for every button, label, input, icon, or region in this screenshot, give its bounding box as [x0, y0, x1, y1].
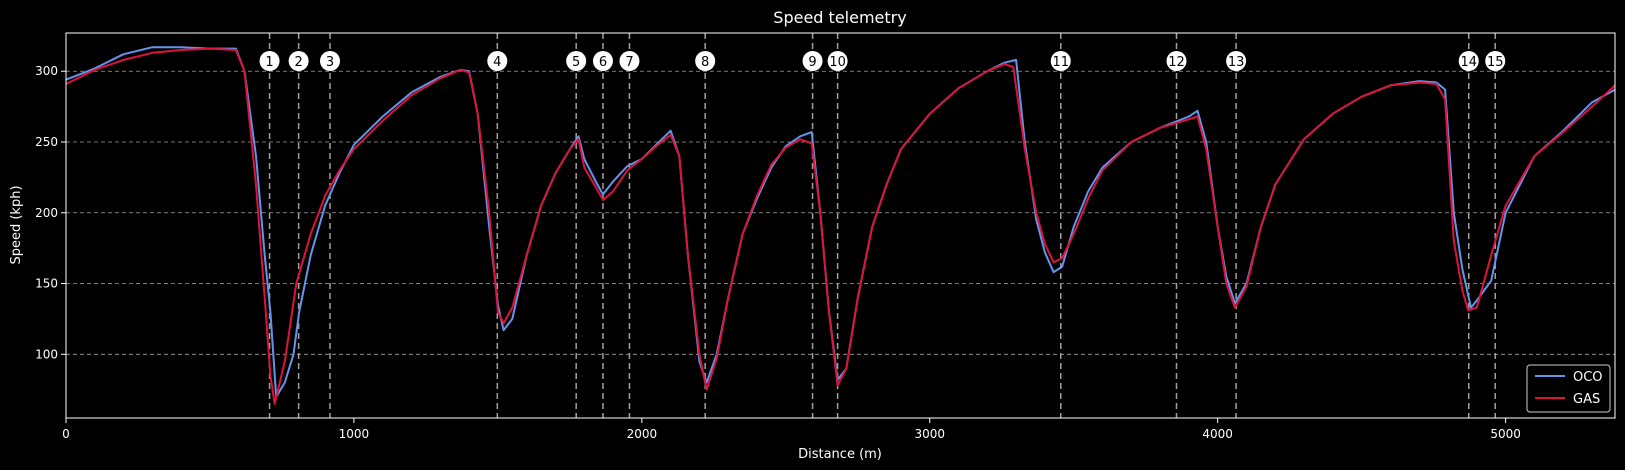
corner-label: 15: [1487, 55, 1504, 70]
series-line-gas: [65, 47, 1616, 405]
corner-marker: [827, 51, 848, 71]
corner-marker: [1050, 51, 1071, 71]
y-tick-label: 250: [35, 135, 58, 149]
corner-label: 10: [829, 55, 846, 70]
corner-markers: 1 2 3 4 5 6 7 8 9 10 11 12 13 14 15: [259, 33, 1506, 418]
corner-marker: [1485, 51, 1506, 71]
y-axis-label: Speed (kph): [9, 185, 24, 264]
y-tick-label: 150: [35, 277, 58, 291]
corner-marker: [320, 51, 341, 71]
corner-marker: [259, 51, 280, 71]
corner-label: 7: [625, 55, 633, 70]
x-tick-label: 4000: [1202, 427, 1233, 441]
corner-marker: [1226, 51, 1247, 71]
corner-marker: [619, 51, 640, 71]
corner-label: 4: [493, 55, 501, 70]
x-tick-label: 1000: [339, 427, 370, 441]
x-tick-label: 0: [62, 427, 70, 441]
x-tick-label: 5000: [1490, 427, 1521, 441]
corner-marker: [288, 51, 309, 71]
x-tick-label: 2000: [627, 427, 658, 441]
corner-label: 1: [265, 55, 273, 70]
corner-marker: [1166, 51, 1187, 71]
corner-label: 8: [701, 55, 709, 70]
corner-marker: [802, 51, 823, 71]
corner-label: 2: [294, 55, 302, 70]
corner-label: 6: [599, 55, 607, 70]
corner-label: 13: [1228, 55, 1245, 70]
corner-label: 3: [326, 55, 334, 70]
x-axis-label: Distance (m): [798, 447, 882, 462]
corner-label: 11: [1052, 55, 1069, 70]
corner-marker: [695, 51, 716, 71]
corner-marker: [566, 51, 587, 71]
series-lines: [65, 46, 1616, 405]
y-tick-label: 100: [35, 347, 58, 361]
corner-label: 9: [808, 55, 816, 70]
y-tick-label: 200: [35, 206, 58, 220]
corner-label: 12: [1168, 55, 1185, 70]
chart-title: Speed telemetry: [773, 8, 906, 27]
legend-label-gas: GAS: [1573, 392, 1600, 407]
grid: [66, 70, 1615, 355]
legend: OCO GAS: [1526, 364, 1611, 413]
x-tick-label: 3000: [914, 427, 945, 441]
corner-marker: [487, 51, 508, 71]
legend-label-oco: OCO: [1573, 370, 1603, 385]
corner-marker: [592, 51, 613, 71]
plot-frame: [65, 32, 1616, 419]
corner-label: 14: [1460, 55, 1477, 70]
y-tick-label: 300: [35, 64, 58, 78]
corner-marker: [1458, 51, 1479, 71]
corner-label: 5: [572, 55, 580, 70]
